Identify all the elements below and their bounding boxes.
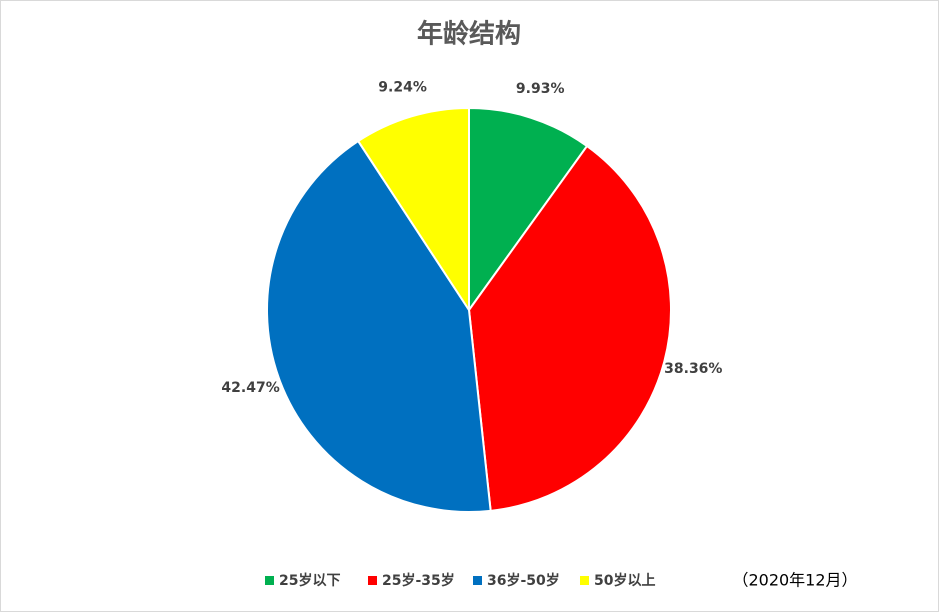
annotation: （2020年12月）: [732, 571, 857, 590]
legend-marker: [368, 576, 377, 585]
value-label: 42.47%: [221, 380, 279, 396]
legend-label: 25岁-35岁: [382, 572, 455, 589]
legend-marker: [265, 576, 274, 585]
pie-slice: [467, 144, 672, 512]
chart-title: 年龄结构: [417, 19, 521, 50]
legend-marker: [580, 576, 589, 585]
legend-label: 36岁-50岁: [487, 572, 560, 589]
value-label: 9.24%: [378, 80, 427, 96]
pie-slice: [266, 139, 492, 513]
value-label: 38.36%: [664, 361, 722, 377]
pie-slice: [356, 106, 470, 314]
value-label: 9.93%: [516, 81, 565, 97]
pie-slice: [468, 106, 589, 314]
legend-marker: [473, 576, 482, 585]
legend-label: 50岁以上: [594, 572, 655, 589]
legend-label: 25岁以下: [279, 572, 340, 589]
